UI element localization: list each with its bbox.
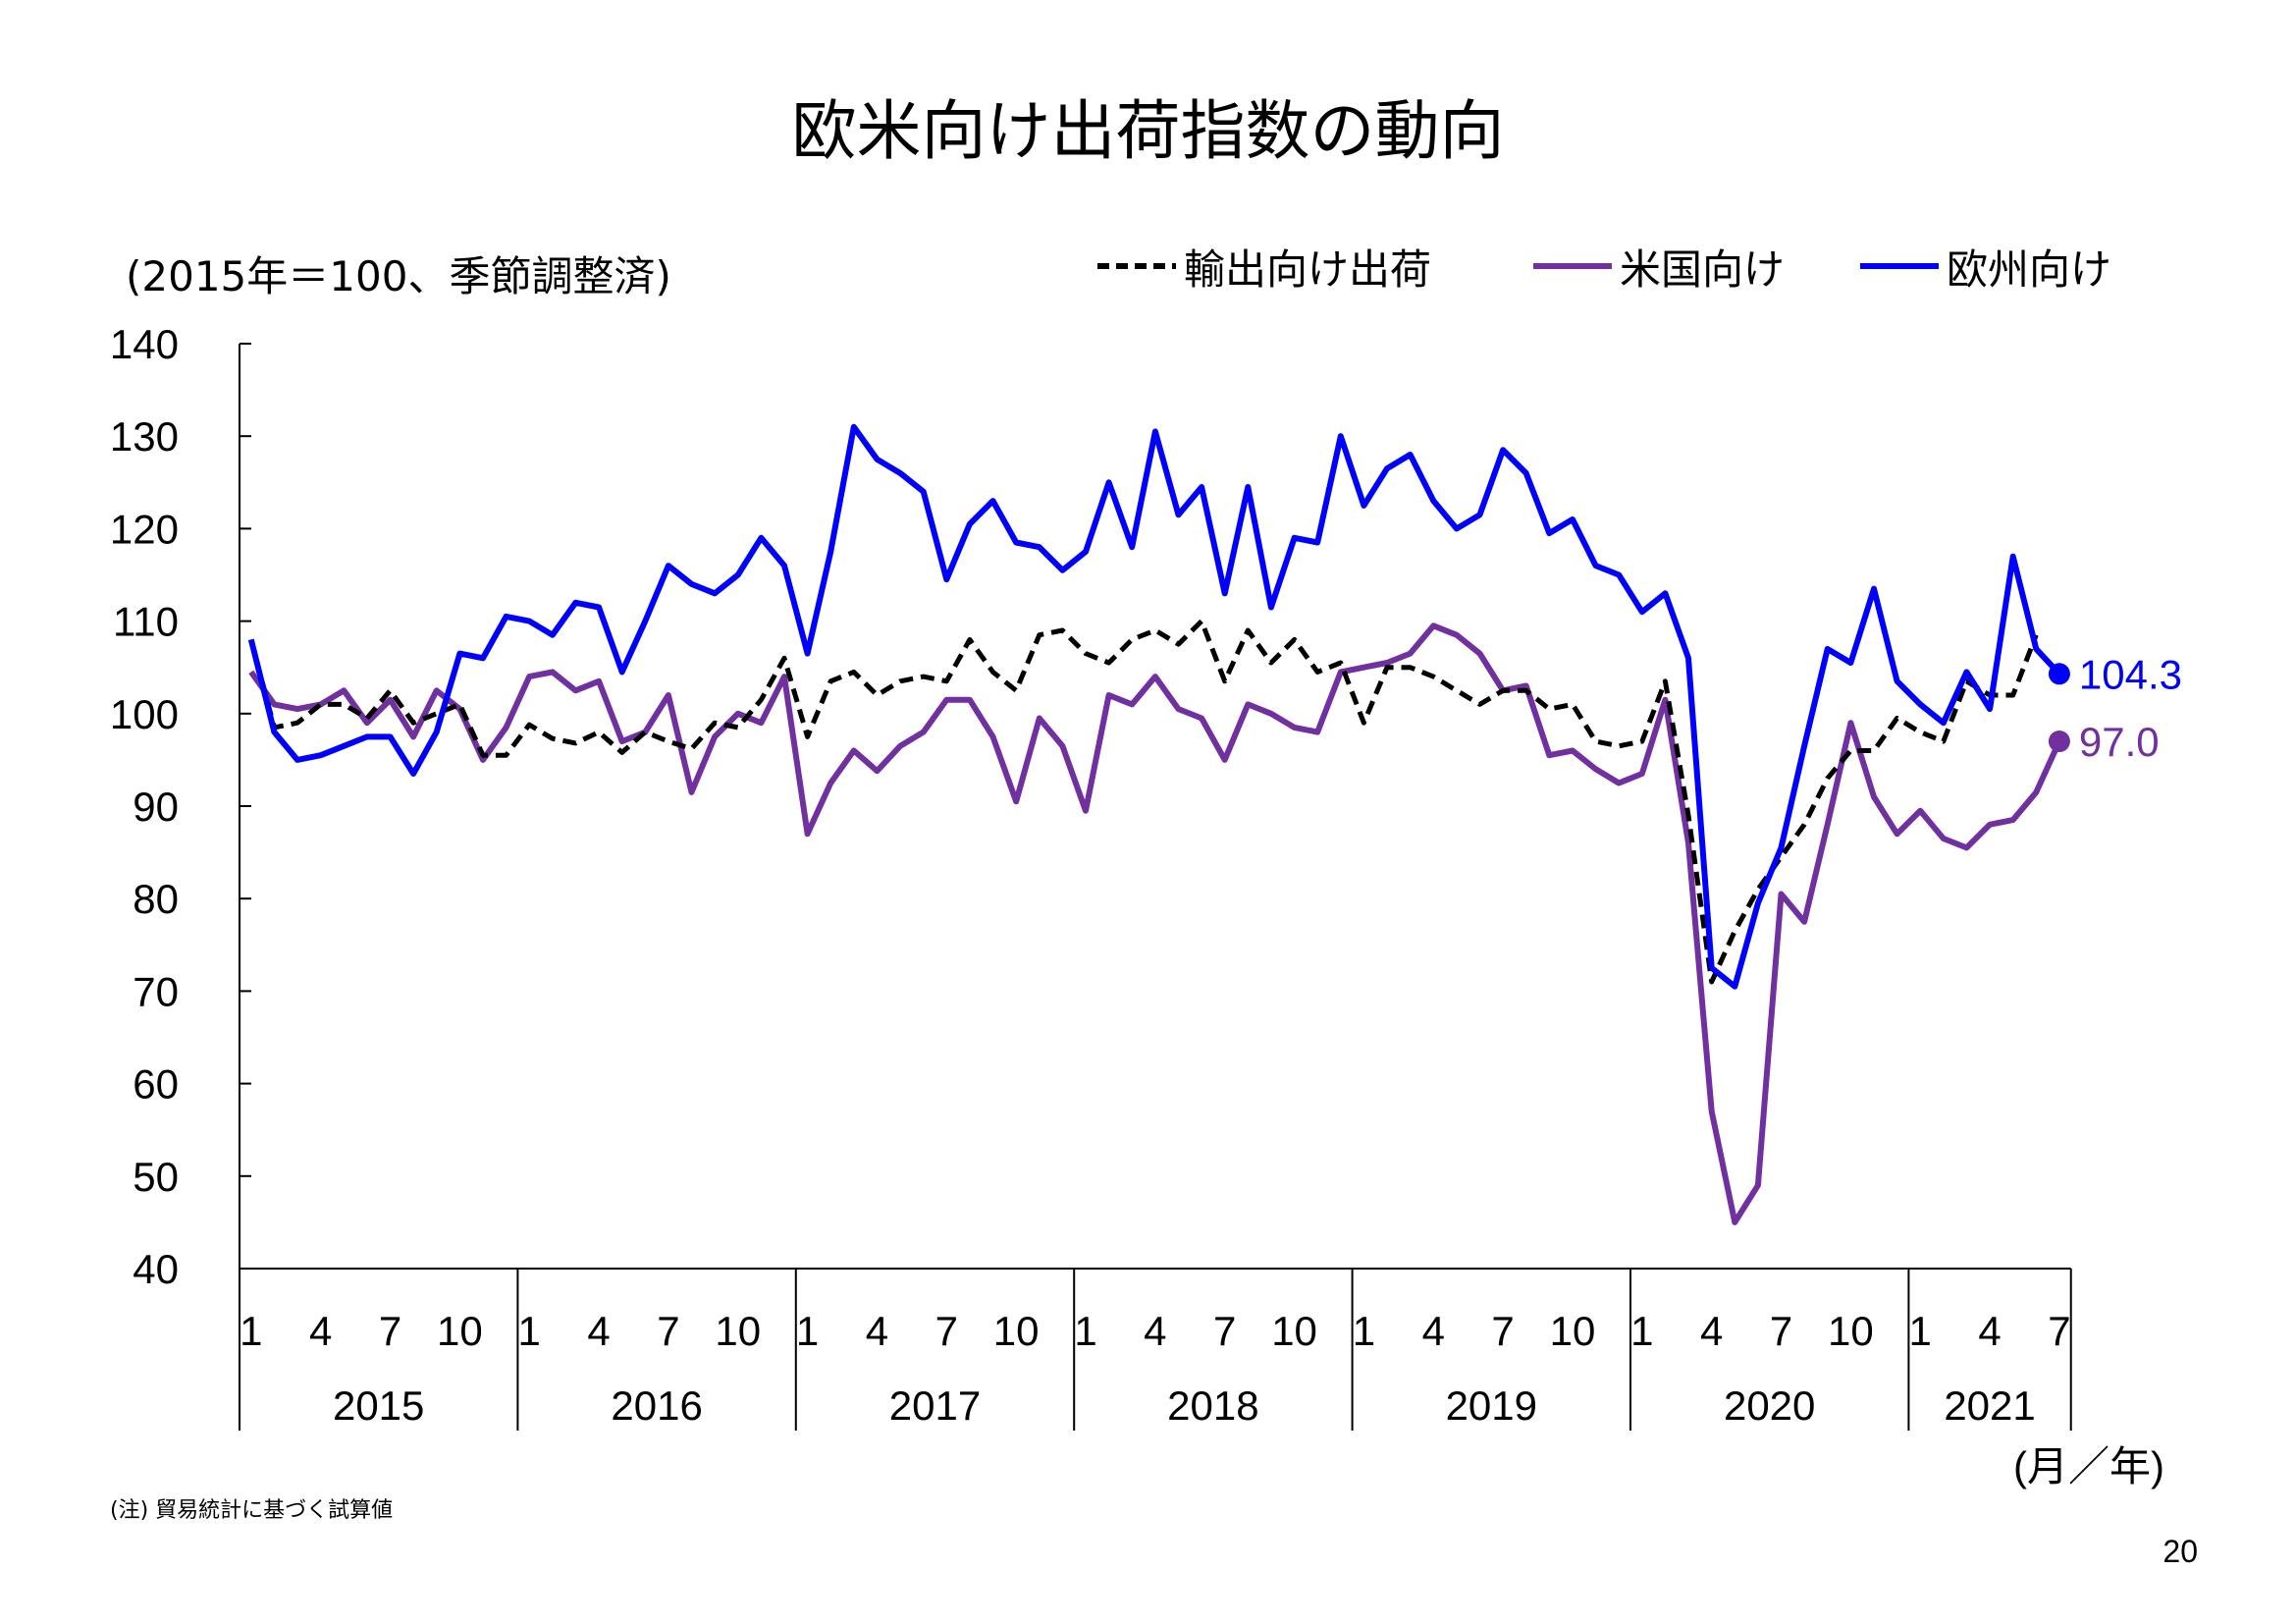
x-tick-label: 4 [866, 1308, 888, 1354]
legend-label-eu: 欧州向け [1947, 244, 2112, 294]
x-tick-label: 4 [1144, 1308, 1166, 1354]
x-tick-label: 4 [1422, 1308, 1445, 1354]
y-tick-label: 110 [113, 599, 179, 645]
series-line-0 [248, 619, 2039, 985]
series-line-2 [247, 423, 2062, 990]
legend-swatch-dashed [1097, 263, 1176, 269]
x-tick-label: 4 [1978, 1308, 2001, 1354]
legend-item-us: 米国向け [1533, 242, 1785, 294]
y-tick-label: 80 [133, 876, 179, 922]
x-tick-label: 7 [1213, 1308, 1236, 1354]
chart-title: 欧米向け出荷指数の動向 [791, 93, 1505, 169]
year-label: 2017 [889, 1382, 981, 1429]
legend-item-eu: 欧州向け [1860, 242, 2111, 294]
legend-label-exports: 輸出向け出荷 [1184, 244, 1432, 294]
x-tick-label: 4 [309, 1308, 332, 1354]
x-tick-label: 1 [240, 1308, 262, 1354]
x-tick-label: 1 [1353, 1308, 1375, 1354]
y-tick-label: 90 [133, 784, 179, 830]
x-unit-label: (月／年) [2013, 1443, 2164, 1489]
y-tick-label: 130 [110, 413, 179, 460]
x-tick-label: 10 [993, 1308, 1040, 1354]
x-tick-label: 7 [935, 1308, 958, 1354]
x-tick-label: 10 [1828, 1308, 1874, 1354]
x-tick-label: 1 [1074, 1308, 1096, 1354]
x-tick-label: 7 [657, 1308, 679, 1354]
series-end-label-1: 97.0 [2079, 719, 2160, 765]
x-tick-label: 10 [437, 1308, 483, 1354]
x-tick-label: 1 [1630, 1308, 1653, 1354]
year-label: 2016 [611, 1382, 702, 1429]
x-tick-label: 10 [1271, 1308, 1317, 1354]
y-tick-label: 140 [110, 321, 179, 367]
series-end-label-2: 104.3 [2079, 651, 2182, 697]
page-number: 20 [2163, 1534, 2198, 1569]
y-tick-label: 50 [133, 1154, 179, 1200]
legend-swatch-blue [1860, 263, 1939, 269]
legend-label-us: 米国向け [1620, 244, 1786, 294]
y-tick-label: 100 [110, 691, 179, 737]
x-tick-label: 1 [518, 1308, 541, 1354]
y-tick-label: 40 [133, 1246, 179, 1292]
x-tick-label: 7 [1491, 1308, 1514, 1354]
y-tick-label: 60 [133, 1061, 179, 1108]
x-tick-label: 7 [2048, 1308, 2070, 1354]
series-end-marker-1 [2048, 731, 2070, 753]
year-label: 2019 [1446, 1382, 1537, 1429]
x-tick-label: 4 [1700, 1308, 1723, 1354]
x-tick-label: 10 [1550, 1308, 1596, 1354]
year-label: 2021 [1944, 1382, 2035, 1429]
x-tick-label: 1 [1909, 1308, 1932, 1354]
x-tick-label: 10 [715, 1308, 761, 1354]
legend-item-exports: 輸出向け出荷 [1097, 242, 1431, 294]
x-tick-label: 4 [587, 1308, 610, 1354]
year-label: 2015 [333, 1382, 424, 1429]
footnote: (注) 貿易統計に基づく試算値 [110, 1498, 394, 1523]
y-tick-label: 120 [110, 506, 179, 552]
series-line-1 [248, 623, 2062, 1225]
legend-swatch-purple [1533, 263, 1612, 269]
year-label: 2018 [1167, 1382, 1258, 1429]
year-label: 2020 [1724, 1382, 1815, 1429]
x-tick-label: 7 [1770, 1308, 1792, 1354]
series-end-marker-2 [2048, 663, 2070, 685]
unit-note: (2015年＝100、季節調整済) [126, 252, 671, 300]
x-tick-label: 1 [796, 1308, 819, 1354]
x-tick-label: 7 [379, 1308, 401, 1354]
y-tick-label: 70 [133, 968, 179, 1014]
